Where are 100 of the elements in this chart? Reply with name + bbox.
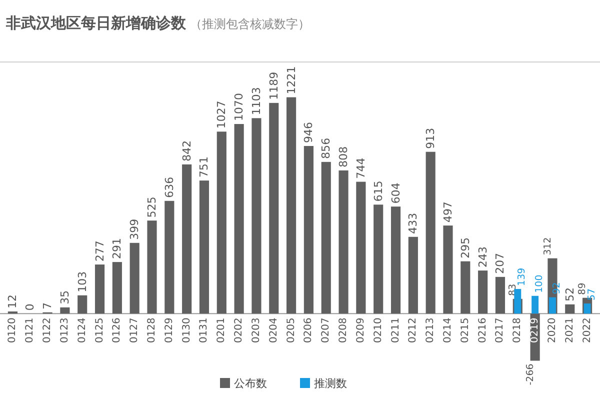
bar <box>495 276 506 314</box>
bar <box>565 304 575 314</box>
x-tick-label: 0203 <box>250 318 262 344</box>
x-tick-label: 0210 <box>372 318 384 344</box>
x-tick-label: 2020 <box>546 318 558 344</box>
data-label: 615 <box>372 180 385 202</box>
x-tick-label: 0127 <box>129 318 140 344</box>
data-label: 913 <box>424 128 438 149</box>
bar <box>269 102 279 314</box>
bar <box>548 297 556 314</box>
x-tick-label: 0206 <box>303 318 314 344</box>
data-label: 0 <box>24 304 37 311</box>
bar <box>286 97 296 314</box>
x-tick-label: 0131 <box>198 318 210 344</box>
x-tick-label: 0217 <box>494 318 506 344</box>
x-tick-label: 2022 <box>582 318 593 344</box>
x-tick-label: 0125 <box>94 318 106 344</box>
data-label: 295 <box>458 237 472 258</box>
bar <box>390 206 401 314</box>
bar <box>374 204 384 314</box>
x-tick-label: 0126 <box>112 318 123 344</box>
x-tick-label: 0204 <box>268 318 280 344</box>
x-tick-label: 0213 <box>425 318 436 344</box>
data-label: 52 <box>563 287 576 302</box>
data-label: 1221 <box>284 66 298 94</box>
data-label: 497 <box>442 202 454 223</box>
bar <box>426 152 436 314</box>
x-tick-label: 0201 <box>216 318 228 344</box>
data-label: 842 <box>180 140 194 162</box>
x-tick-label: 0212 <box>408 318 419 344</box>
data-label: 1070 <box>232 93 246 122</box>
data-label: 139 <box>516 268 528 286</box>
data-label: 243 <box>476 246 490 268</box>
legend-label: 公布数 <box>234 377 267 390</box>
data-label: 808 <box>337 146 350 168</box>
x-tick-label: 0205 <box>286 318 297 344</box>
x-tick-label: 0207 <box>320 318 332 344</box>
data-label: 525 <box>146 196 158 218</box>
x-tick-label: 0216 <box>477 318 488 344</box>
bar <box>60 307 70 314</box>
data-label: 744 <box>354 158 368 179</box>
data-label: 312 <box>542 237 554 256</box>
x-tick-label: 0122 <box>42 318 54 344</box>
bar <box>478 270 488 314</box>
data-label: 207 <box>494 252 507 274</box>
data-label: 92 <box>552 282 563 294</box>
data-label: 277 <box>93 240 106 262</box>
data-label: -266 <box>524 364 536 386</box>
x-tick-label: 0202 <box>234 318 245 344</box>
data-label: 604 <box>389 182 402 204</box>
x-tick-label: 0124 <box>76 318 88 344</box>
bar <box>78 295 88 314</box>
bar <box>8 311 18 314</box>
x-tick-label: 0123 <box>59 318 70 344</box>
bar <box>304 146 314 314</box>
x-tick-label: 0121 <box>24 318 36 344</box>
bar <box>112 262 122 314</box>
data-label: 7 <box>41 302 54 310</box>
bar <box>182 164 192 314</box>
bar <box>514 288 522 314</box>
x-tick-label: 0208 <box>338 318 350 344</box>
data-label: 636 <box>162 176 176 198</box>
x-tick-label: 0211 <box>390 318 402 344</box>
data-label: 751 <box>198 156 211 178</box>
data-label: 89 <box>577 282 588 295</box>
bar <box>338 170 348 314</box>
data-label: 946 <box>302 122 316 143</box>
data-label: 433 <box>406 212 420 234</box>
data-label: 1027 <box>215 100 228 129</box>
data-label: 12 <box>6 294 20 308</box>
data-label: 103 <box>76 271 89 292</box>
bar <box>356 182 366 314</box>
bar <box>252 118 262 314</box>
x-tick-label: 0215 <box>460 318 471 344</box>
data-label: 35 <box>58 290 72 304</box>
bar <box>199 180 210 314</box>
x-tick-label: 0128 <box>146 318 158 344</box>
bar <box>321 162 331 314</box>
bar <box>164 200 174 314</box>
data-label: 291 <box>110 238 124 260</box>
data-label: 57 <box>586 288 598 300</box>
data-label: 399 <box>128 218 142 240</box>
bar <box>147 220 157 314</box>
x-tick-label: 0209 <box>355 318 366 344</box>
data-label: 1103 <box>250 87 263 116</box>
x-tick-label: 0218 <box>512 318 524 344</box>
x-tick-label: 0120 <box>7 318 18 344</box>
chart-subtitle: （推测包含核减数字） <box>190 17 310 31</box>
x-tick-label: 0219 <box>530 318 541 344</box>
bar <box>130 242 140 314</box>
x-tick-label: 0214 <box>442 318 454 344</box>
x-tick-label: 2021 <box>564 318 576 344</box>
bar <box>460 261 470 314</box>
chart-title: 非武汉地区每日新增确诊数 <box>5 14 187 32</box>
bar <box>94 264 105 314</box>
legend-label: 推测数 <box>314 377 347 390</box>
data-label: 856 <box>320 138 333 159</box>
bar <box>443 226 453 314</box>
bar <box>532 296 539 314</box>
x-tick-label: 0130 <box>181 318 192 344</box>
